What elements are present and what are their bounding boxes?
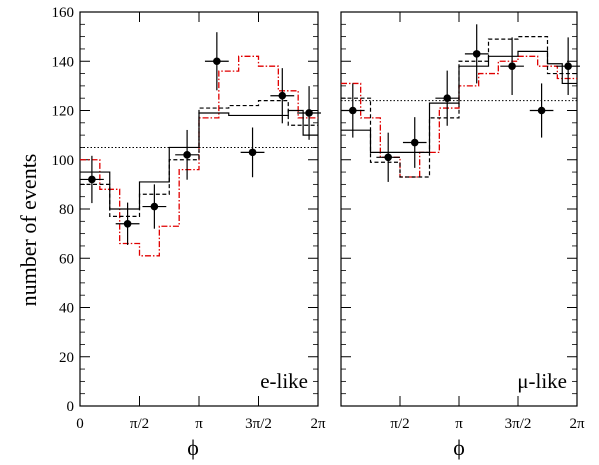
x-tick-label: 3π/2 [505,416,532,432]
data-point [213,57,221,66]
data-point [305,109,313,117]
y-tick-label: 160 [52,5,75,21]
data-point [564,62,572,70]
data-point [537,106,546,115]
data-point [278,91,287,100]
data-point [443,94,451,102]
series-dashed [80,100,318,217]
x-tick-label: π [455,416,463,432]
data-point [88,175,96,184]
x-tick-label: 0 [76,416,84,432]
panel-e-like: 0 20 40 60 80 100 120 140 160 0 π/2 π 3π/2 2π e-like [52,5,326,432]
data-point [123,219,132,228]
x-tick-label: 2π [310,416,326,432]
x-tick-label: 3π/2 [245,416,272,432]
x-tick-label: π [195,416,203,432]
y-axis-title: number of events [16,154,41,307]
x-axis-title-right: ϕ [453,435,465,460]
data-point [508,62,516,70]
x-tick-label: 2π [569,416,585,432]
x-tick-label: π/2 [390,416,409,432]
panel-label: e-like [260,369,308,393]
data-point [410,138,419,147]
series-solid [80,109,318,210]
y-tick-label: 80 [59,202,74,218]
data-point [248,148,257,157]
y-tick-label: 0 [67,399,75,415]
data-point [384,153,392,162]
data-point [349,106,357,115]
y-tick-label: 20 [59,350,74,366]
x-axis-title-left: ϕ [187,435,199,460]
y-tick-label: 60 [59,251,74,267]
data-point [472,50,481,58]
series-solid [341,50,577,153]
y-tick-label: 140 [52,54,75,70]
data-point [150,202,159,211]
data-point [183,151,191,159]
x-tick-label: π/2 [130,416,149,432]
y-tick-label: 120 [52,104,75,120]
series-dashed [341,36,577,178]
panel-label: μ-like [517,369,567,393]
y-tick-label: 40 [59,301,74,317]
panel-mu-like: π/2 π 3π/2 2π μ-like [340,11,585,432]
y-tick-label: 100 [52,153,75,169]
